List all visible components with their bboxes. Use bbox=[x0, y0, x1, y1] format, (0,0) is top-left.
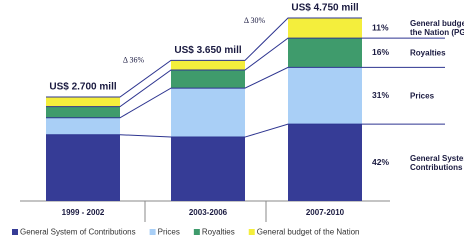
connector bbox=[46, 37, 445, 108]
bar-segment bbox=[46, 106, 120, 118]
bar-segment bbox=[171, 137, 245, 201]
bar-segment bbox=[171, 70, 245, 89]
share-label: 31% bbox=[372, 90, 389, 100]
x-tick-label: 2003-2006 bbox=[189, 208, 228, 217]
connector bbox=[46, 123, 445, 138]
share-label: 42% bbox=[372, 157, 389, 167]
legend-label: General budget of the Nation bbox=[257, 228, 360, 237]
x-tick-label: 2007-2010 bbox=[306, 208, 345, 217]
legend-swatch bbox=[12, 229, 18, 235]
bar-segment bbox=[46, 117, 120, 135]
x-tick-label: 1999 - 2002 bbox=[62, 208, 105, 217]
bar-segment bbox=[288, 38, 362, 68]
bar-segment bbox=[288, 124, 362, 201]
callout: General System of Contributions bbox=[410, 153, 464, 172]
share-label: 16% bbox=[372, 47, 389, 57]
legend-label: Prices bbox=[158, 228, 180, 237]
callout: General budget of the Nation (PGN) bbox=[410, 19, 464, 38]
bar-segment bbox=[171, 88, 245, 138]
share-label: 11% bbox=[372, 22, 389, 32]
bar-segment bbox=[171, 60, 245, 71]
total-label: US$ 2.700 mill bbox=[49, 82, 116, 93]
legend-label: Royalties bbox=[202, 228, 235, 237]
growth-label: Δ 30% bbox=[244, 16, 266, 25]
connector bbox=[46, 17, 362, 98]
callout: Prices bbox=[410, 91, 435, 101]
bar-segment bbox=[46, 96, 120, 107]
legend-label: General System of Contributions bbox=[20, 228, 136, 237]
connector bbox=[46, 66, 445, 119]
growth-label: Δ 36% bbox=[123, 56, 145, 65]
bar-segment bbox=[46, 134, 120, 201]
total-label: US$ 4.750 mill bbox=[291, 3, 358, 14]
legend-swatch bbox=[149, 229, 156, 235]
legend-swatch bbox=[248, 229, 255, 235]
legend-swatch bbox=[193, 229, 200, 235]
bar-segment bbox=[288, 18, 362, 39]
bar-segment bbox=[288, 67, 362, 125]
total-label: US$ 3.650 mill bbox=[174, 45, 241, 56]
callout: Royalties bbox=[410, 48, 446, 58]
